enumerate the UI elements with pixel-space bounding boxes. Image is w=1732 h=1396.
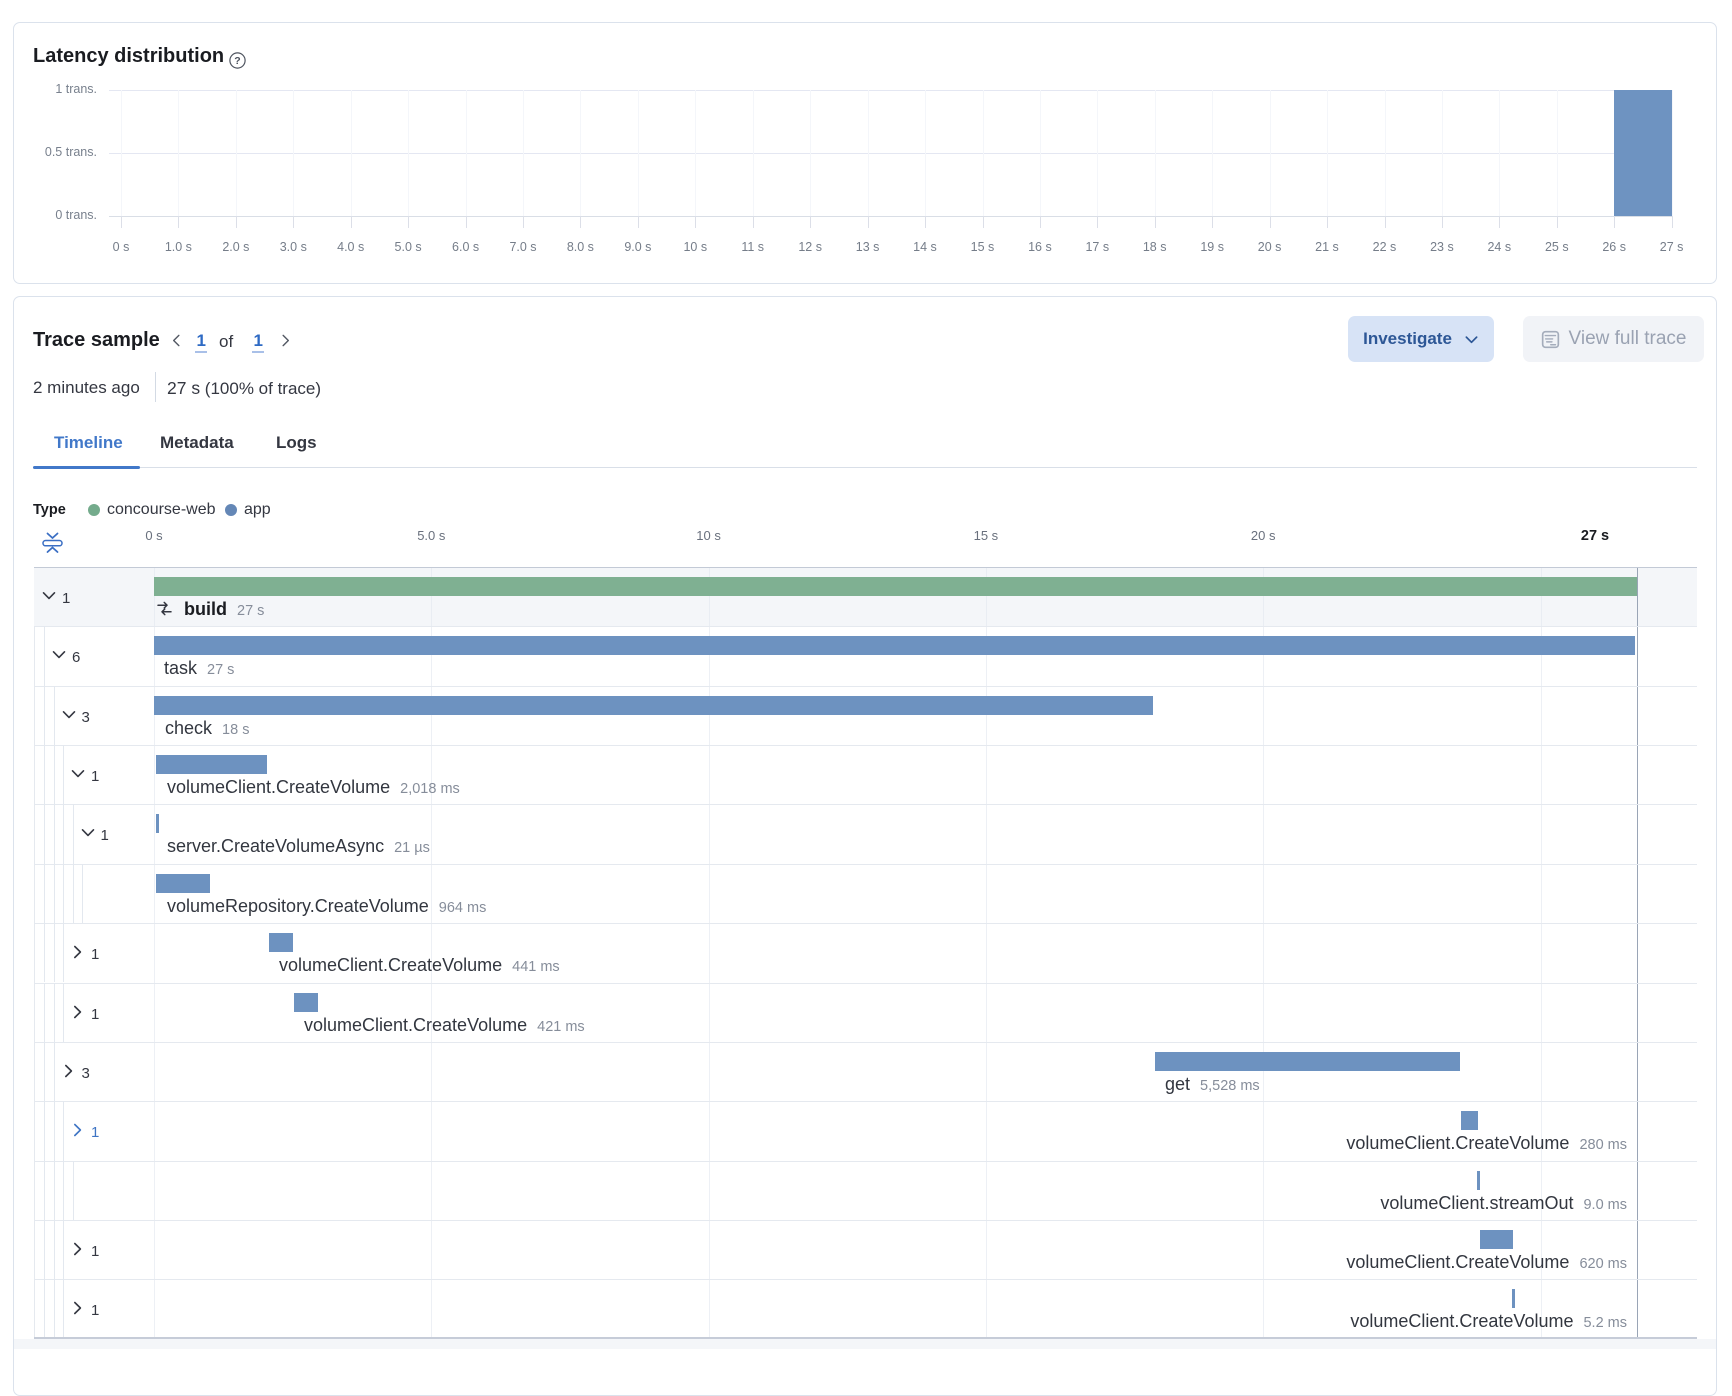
svg-text:?: ? bbox=[234, 55, 240, 67]
